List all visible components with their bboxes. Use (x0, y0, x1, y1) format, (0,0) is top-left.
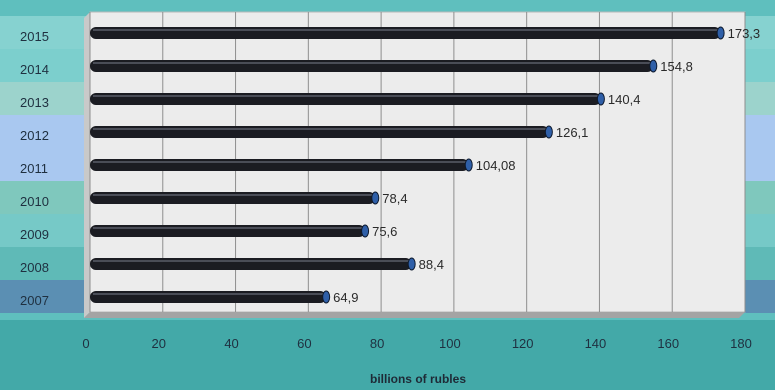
bar-highlight (93, 161, 466, 163)
category-label-2015: 2015 (20, 29, 49, 44)
bar-cap (716, 26, 725, 40)
bar-cap (544, 125, 553, 139)
bar-cap (371, 191, 380, 205)
category-label-2014: 2014 (20, 62, 49, 77)
x-tick-label: 40 (224, 336, 238, 351)
x-tick-label: 180 (730, 336, 752, 351)
category-label-2009: 2009 (20, 227, 49, 242)
plot-side-wall (84, 12, 90, 318)
data-label-2010: 78,4 (382, 191, 407, 206)
x-tick-label: 140 (585, 336, 607, 351)
bar-cap (407, 257, 416, 271)
bar-highlight (93, 95, 598, 97)
x-tick-label: 60 (297, 336, 311, 351)
category-label-2010: 2010 (20, 194, 49, 209)
bar-highlight (93, 29, 718, 31)
bar-highlight (93, 227, 363, 229)
bar-2014 (90, 60, 654, 72)
x-tick-label: 120 (512, 336, 534, 351)
bar-2009 (90, 225, 366, 237)
category-label-2012: 2012 (20, 128, 49, 143)
data-label-2011: 104,08 (476, 158, 516, 173)
bar-2011 (90, 159, 469, 171)
bar-2007 (90, 291, 327, 303)
bar-highlight (93, 194, 373, 196)
x-tick-label: 160 (657, 336, 679, 351)
bar-highlight (93, 62, 651, 64)
bar-2012 (90, 126, 549, 138)
bar-2008 (90, 258, 412, 270)
data-label-2015: 173,3 (728, 26, 761, 41)
category-label-2013: 2013 (20, 95, 49, 110)
x-axis-label: billions of rubles (370, 372, 466, 386)
bar-cap (649, 59, 658, 73)
bar-cap (361, 224, 370, 238)
bar-2013 (90, 93, 601, 105)
x-tick-label: 0 (82, 336, 89, 351)
category-label-2007: 2007 (20, 293, 49, 308)
bar-cap (464, 158, 473, 172)
bar-cap (596, 92, 605, 106)
category-label-2011: 2011 (20, 161, 48, 176)
bar-highlight (93, 293, 324, 295)
data-label-2007: 64,9 (333, 290, 358, 305)
x-tick-label: 100 (439, 336, 461, 351)
axis-band (0, 320, 775, 390)
bar-2010 (90, 192, 376, 204)
plot-floor (84, 312, 745, 318)
data-label-2012: 126,1 (556, 125, 589, 140)
data-label-2009: 75,6 (372, 224, 397, 239)
bar-highlight (93, 260, 409, 262)
bar-2015 (90, 27, 721, 39)
data-label-2013: 140,4 (608, 92, 641, 107)
category-label-2008: 2008 (20, 260, 49, 275)
data-label-2008: 88,4 (419, 257, 444, 272)
bar-cap (322, 290, 331, 304)
data-label-2014: 154,8 (660, 59, 693, 74)
x-tick-label: 20 (152, 336, 166, 351)
x-tick-label: 80 (370, 336, 384, 351)
bar-highlight (93, 128, 546, 130)
